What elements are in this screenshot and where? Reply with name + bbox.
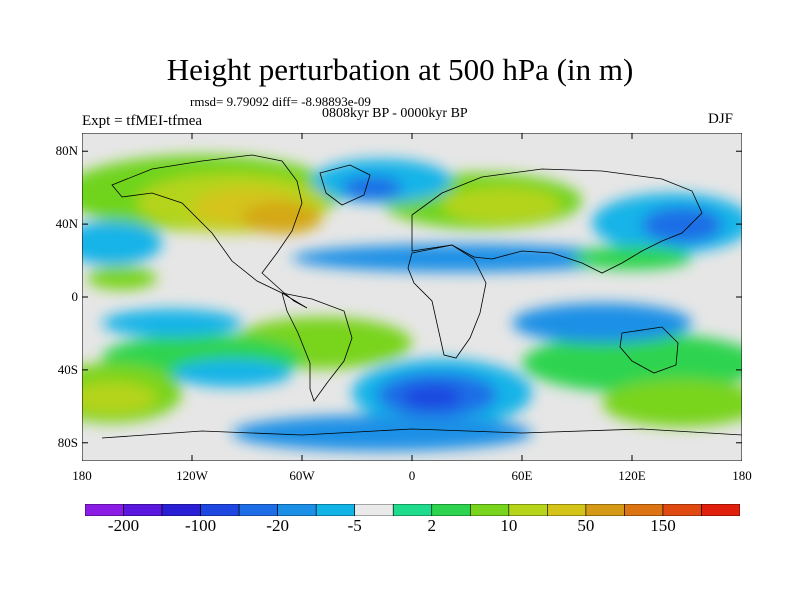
colorbar-swatch — [547, 504, 587, 516]
colorbar-label: 50 — [577, 516, 595, 535]
colorbar-swatch — [469, 504, 510, 516]
lon-tick-label: 180 — [72, 468, 92, 483]
colorbar-label: -20 — [266, 516, 289, 535]
period-text: 0808kyr BP - 0000kyr BP — [322, 106, 468, 121]
figure-title: Height perturbation at 500 hPa (in m) — [166, 52, 634, 87]
lon-tick-label: 180 — [732, 468, 752, 483]
lat-tick-label: 80N — [55, 143, 78, 159]
lon-tick-label: 120W — [176, 468, 208, 483]
colorbar-swatch — [85, 504, 124, 516]
lon-tick-label: 0 — [408, 468, 416, 483]
lat-tick-label: 40S — [57, 361, 78, 377]
lat-tick-label: 0 — [71, 289, 79, 304]
colorbar-swatch — [392, 504, 433, 516]
colorbar-swatch — [161, 504, 201, 516]
coastlines — [101, 154, 742, 439]
lon-tick-label: 60E — [511, 468, 533, 483]
map-panel — [82, 133, 742, 461]
colorbar-swatch — [624, 504, 664, 516]
colorbar-swatch — [200, 504, 240, 516]
lat-tick-label: 80S — [57, 434, 78, 450]
anomaly-field — [82, 155, 742, 451]
colorbar-label: 150 — [650, 516, 676, 535]
colorbar-swatch — [123, 504, 163, 516]
colorbar-label: 2 — [427, 516, 437, 535]
lon-tick-label: 60W — [289, 468, 315, 483]
colorbar-swatch — [585, 504, 625, 516]
experiment-text: Expt = tfMEI-tfmea — [82, 113, 203, 129]
colorbar-swatch — [431, 504, 471, 516]
colorbar-swatch — [701, 504, 740, 516]
colorbar-label: -200 — [107, 516, 140, 535]
axis-tick-marks — [82, 133, 742, 461]
colorbar-swatch — [662, 504, 702, 516]
colorbar-label: 10 — [500, 516, 518, 535]
colorbar-swatch — [508, 504, 548, 516]
colorbar — [85, 504, 740, 516]
colorbar-swatch — [277, 504, 317, 516]
colorbar-swatch — [238, 504, 278, 516]
season-text: DJF — [708, 111, 734, 127]
stats-text: rmsd= 9.79092 diff= -8.98893e-09 — [190, 94, 371, 109]
colorbar-swatch — [315, 504, 356, 516]
colorbar-label: -5 — [347, 516, 362, 535]
lon-tick-label: 120E — [618, 468, 646, 483]
colorbar-swatch — [354, 504, 394, 516]
colorbar-label: -100 — [184, 516, 217, 535]
lat-tick-label: 40N — [55, 216, 78, 232]
